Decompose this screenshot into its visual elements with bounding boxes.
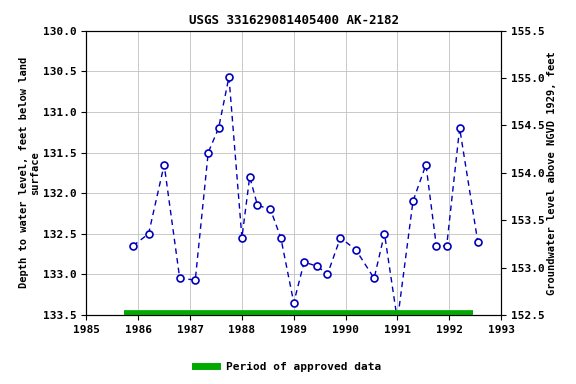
Legend: Period of approved data: Period of approved data xyxy=(191,358,385,377)
Y-axis label: Depth to water level, feet below land
surface: Depth to water level, feet below land su… xyxy=(18,57,40,288)
Y-axis label: Groundwater level above NGVD 1929, feet: Groundwater level above NGVD 1929, feet xyxy=(547,51,558,295)
Title: USGS 331629081405400 AK-2182: USGS 331629081405400 AK-2182 xyxy=(189,14,399,27)
